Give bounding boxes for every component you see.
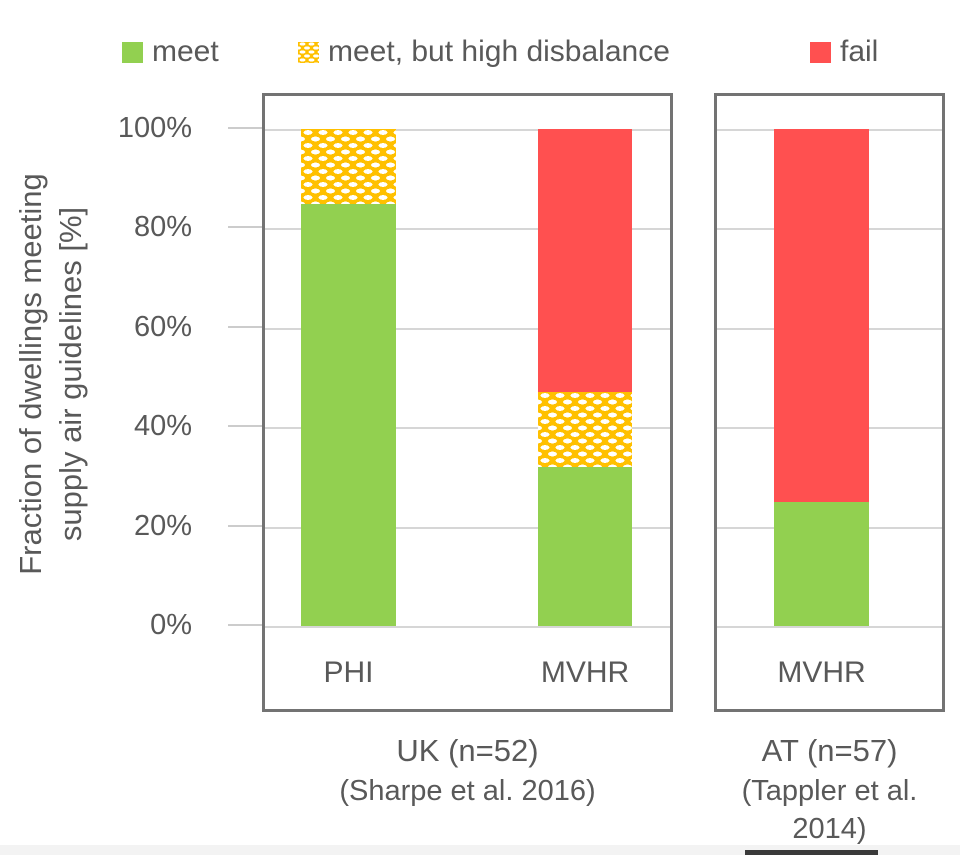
gridline-100 bbox=[265, 129, 670, 131]
legend-swatch-fail-icon bbox=[810, 42, 831, 63]
y-tick-mark bbox=[228, 127, 262, 129]
y-tick-label-20: 20% bbox=[133, 510, 192, 542]
y-tick-mark bbox=[228, 326, 262, 328]
gridline-60 bbox=[265, 328, 670, 330]
x-label-mvhr-uk: MVHR bbox=[540, 656, 630, 689]
legend-swatch-disbalance-icon bbox=[298, 42, 319, 63]
caption-at-line3: 2014) bbox=[792, 813, 867, 845]
caption-uk-line2: (Sharpe et al. 2016) bbox=[339, 775, 596, 807]
panel-at: MVHR bbox=[714, 93, 945, 712]
y-tick-label-100: 100% bbox=[117, 112, 192, 144]
legend-label-meet: meet bbox=[152, 35, 219, 68]
bar-segment-fail bbox=[774, 129, 869, 502]
caption-at: AT (n=57) (Tappler et al. 2014) bbox=[714, 730, 945, 848]
y-axis-title-line2: supply air guidelines [%] bbox=[53, 206, 88, 542]
legend-item-meet: meet bbox=[122, 31, 219, 73]
gridline-20 bbox=[265, 527, 670, 529]
bar-segment-meet bbox=[774, 501, 869, 626]
y-tick-label-40: 40% bbox=[133, 410, 192, 442]
bar-phi-uk bbox=[301, 129, 396, 626]
bottom-artifact-dark bbox=[745, 850, 878, 855]
caption-uk-line1: UK (n=52) bbox=[396, 733, 539, 768]
y-tick-mark bbox=[228, 624, 262, 626]
y-tick-mark bbox=[228, 425, 262, 427]
y-tick-label-80: 80% bbox=[133, 211, 192, 243]
bar-segment-meet bbox=[301, 203, 396, 626]
y-tick-label-60: 60% bbox=[133, 311, 192, 343]
legend-item-fail: fail bbox=[810, 31, 878, 73]
bar-segment-disbalance bbox=[538, 392, 632, 467]
x-label-phi-uk: PHI bbox=[323, 656, 374, 689]
legend-label-fail: fail bbox=[840, 35, 879, 68]
gridline-0 bbox=[717, 626, 942, 628]
legend-swatch-meet-icon bbox=[122, 42, 143, 63]
bar-segment-meet bbox=[538, 466, 632, 626]
bar-segment-fail bbox=[538, 129, 632, 393]
panel-uk: PHI MVHR bbox=[262, 93, 673, 712]
bar-segment-disbalance bbox=[301, 129, 396, 204]
gridline-0 bbox=[265, 626, 670, 628]
legend-label-disbalance: meet, but high disbalance bbox=[328, 35, 670, 68]
y-tick-label-0: 0% bbox=[150, 609, 192, 641]
bottom-artifact-band bbox=[0, 845, 960, 855]
bar-mvhr-at bbox=[774, 129, 869, 626]
y-axis-title-line1: Fraction of dwellings meeting bbox=[13, 173, 48, 575]
bar-mvhr-uk bbox=[538, 129, 632, 626]
legend-item-disbalance: meet, but high disbalance bbox=[298, 31, 670, 73]
caption-uk: UK (n=52) (Sharpe et al. 2016) bbox=[262, 730, 673, 810]
y-tick-mark bbox=[228, 226, 262, 228]
caption-at-line1: AT (n=57) bbox=[761, 733, 898, 768]
caption-at-line2: (Tappler et al. bbox=[741, 775, 918, 807]
x-label-mvhr-at: MVHR bbox=[777, 656, 866, 689]
y-axis-title: Fraction of dwellings meeting supply air… bbox=[11, 74, 95, 674]
y-tick-mark bbox=[228, 525, 262, 527]
gridline-40 bbox=[265, 427, 670, 429]
gridline-80 bbox=[265, 228, 670, 230]
